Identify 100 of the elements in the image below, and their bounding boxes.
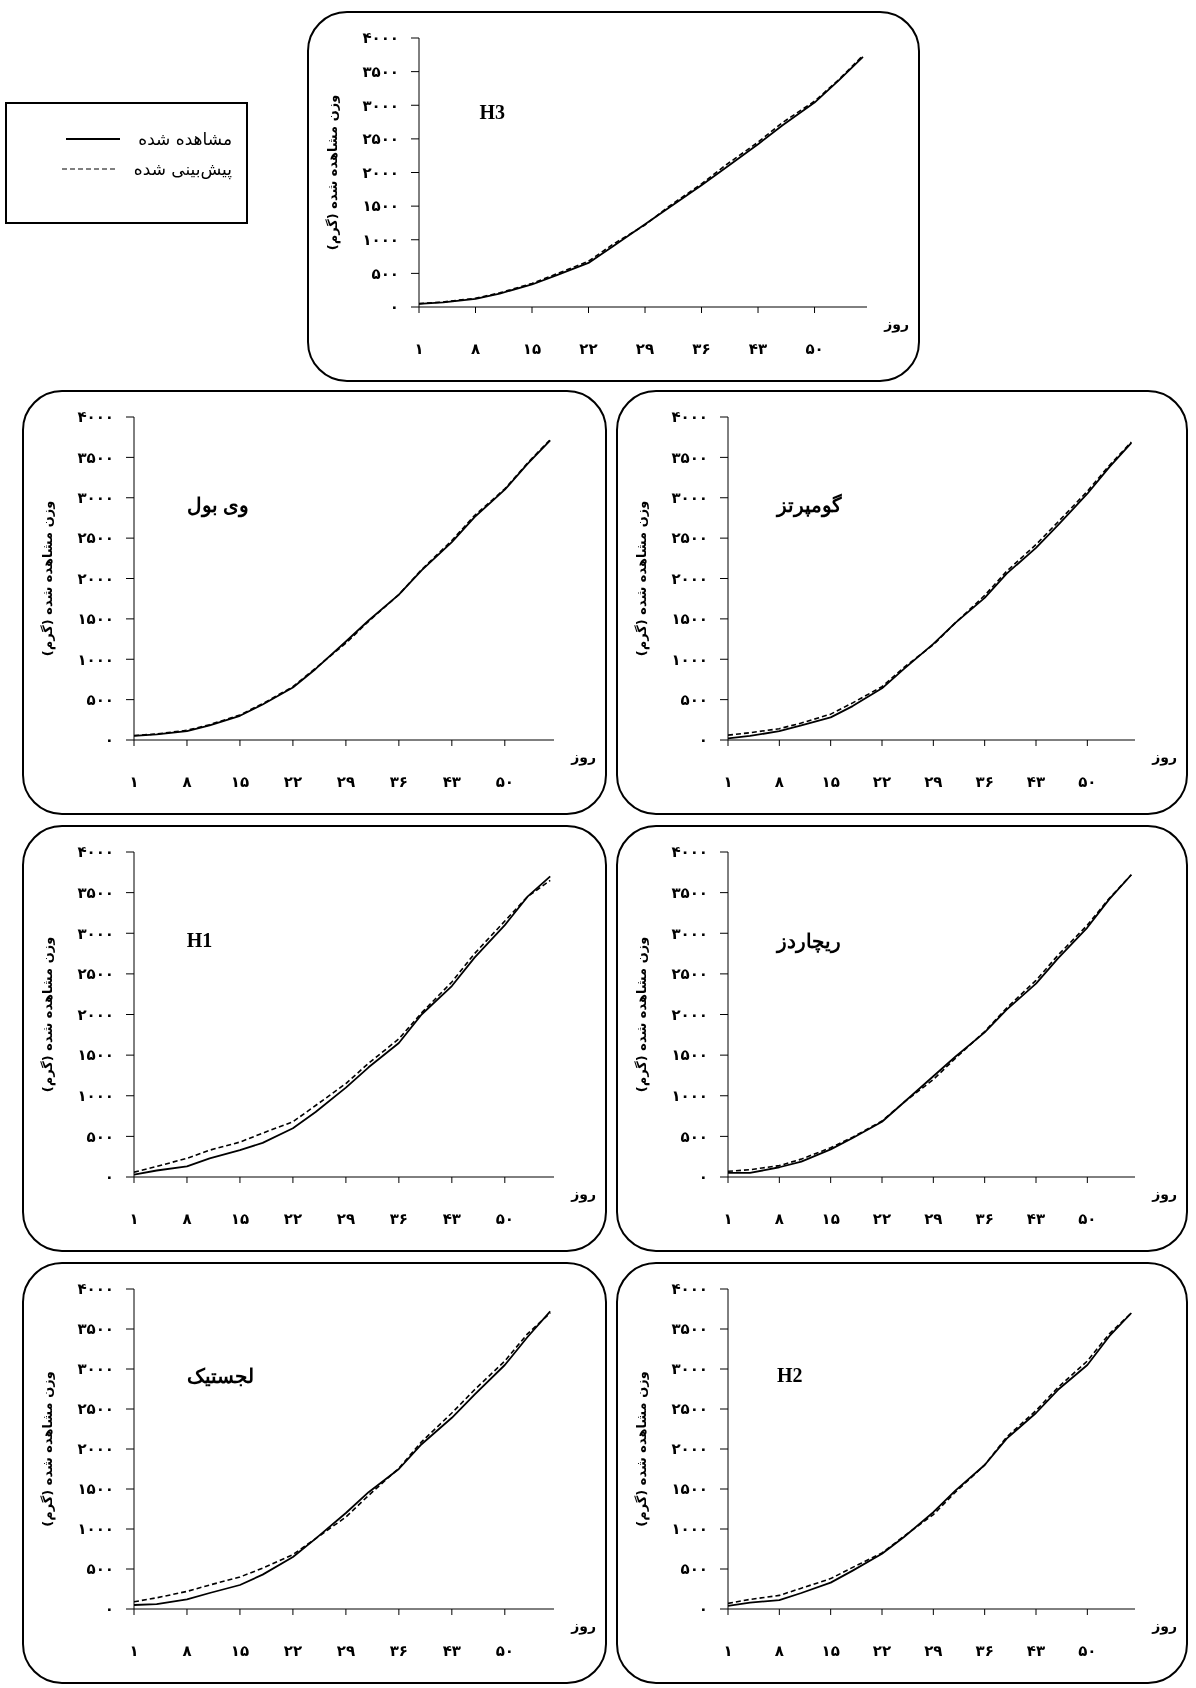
y-tick-label: ۴۰۰۰	[362, 29, 399, 48]
y-tick-label: ۵۰۰	[680, 690, 708, 709]
x-tick-label: ۳۶	[975, 1209, 994, 1228]
y-tick-label: ۱۵۰۰	[671, 1046, 708, 1065]
y-tick-label: ۱۰۰۰	[671, 650, 708, 669]
y-tick-label: ۰	[104, 1168, 114, 1187]
x-tick-label: ۸	[182, 1209, 192, 1228]
y-tick-label: ۲۰۰۰	[362, 163, 399, 182]
y-axis-title: وزن مشاهده شده (گرم)	[633, 936, 650, 1093]
y-tick-label: ۳۰۰۰	[77, 1360, 114, 1379]
x-tick-label: ۱	[129, 772, 139, 791]
y-axis-title: وزن مشاهده شده (گرم)	[39, 500, 56, 657]
annotation: وی بول	[186, 493, 249, 518]
x-tick-label: ۸	[774, 772, 784, 791]
y-tick-label: ۲۰۰۰	[671, 569, 708, 588]
y-tick-label: ۲۵۰۰	[77, 965, 114, 984]
y-tick-label: ۱۵۰۰	[77, 1480, 114, 1499]
x-tick-label: ۲۹	[924, 1641, 943, 1660]
x-tick-label: ۳۶	[975, 772, 994, 791]
x-axis-title: روز	[570, 1185, 596, 1203]
y-tick-label: ۱۰۰۰	[77, 650, 114, 669]
x-tick-label: ۲۹	[336, 1209, 356, 1228]
x-tick-label: ۸	[182, 772, 192, 791]
x-tick-label: ۴۳	[442, 772, 461, 791]
y-tick-label: ۴۰۰۰	[671, 408, 708, 427]
x-tick-label: ۵۰	[1078, 772, 1097, 791]
x-tick-label: ۲۹	[635, 339, 655, 358]
y-tick-label: ۱۰۰۰	[362, 231, 399, 250]
y-tick-label: ۳۵۰۰	[77, 883, 114, 902]
x-tick-label: ۱۵	[522, 339, 542, 358]
y-tick-label: ۲۵۰۰	[77, 529, 114, 548]
y-tick-label: ۰	[698, 1168, 708, 1187]
y-tick-label: ۲۰۰۰	[77, 1005, 114, 1024]
y-tick-label: ۳۰۰۰	[77, 489, 114, 508]
y-tick-label: ۴۰۰۰	[77, 408, 114, 427]
y-tick-label: ۰	[104, 731, 114, 750]
x-tick-label: ۸	[470, 339, 481, 358]
y-tick-label: ۱۰۰۰	[671, 1087, 708, 1106]
x-tick-label: ۲۹	[924, 772, 943, 791]
y-tick-label: ۵۰۰	[86, 690, 114, 709]
x-tick-label: ۵۰	[495, 1641, 514, 1660]
x-tick-label: ۵۰	[1078, 1641, 1097, 1660]
x-tick-label: ۱۵	[230, 772, 250, 791]
x-tick-label: ۱۵	[821, 1209, 840, 1228]
x-tick-label: ۲۹	[336, 772, 356, 791]
annotation: گومپرتز	[777, 493, 843, 518]
y-tick-label: ۲۰۰۰	[77, 569, 114, 588]
y-tick-label: ۳۵۰۰	[671, 1320, 708, 1339]
y-tick-label: ۳۰۰۰	[77, 924, 114, 943]
x-tick-label: ۴۳	[1026, 772, 1046, 791]
x-tick-label: ۱	[723, 772, 733, 791]
y-tick-label: ۵۰۰	[86, 1560, 114, 1579]
x-tick-label: ۱۵	[821, 772, 840, 791]
y-tick-label: ۲۵۰۰	[671, 965, 708, 984]
x-tick-label: ۱	[129, 1209, 139, 1228]
x-tick-label: ۲۲	[283, 1209, 303, 1228]
y-tick-label: ۰	[104, 1600, 114, 1619]
y-tick-label: ۳۵۰۰	[362, 62, 399, 81]
x-tick-label: ۲۲	[283, 772, 303, 791]
y-tick-label: ۱۵۰۰	[77, 610, 114, 629]
x-tick-label: ۱	[723, 1641, 733, 1660]
y-axis-title: وزن مشاهده شده (گرم)	[39, 1371, 56, 1527]
x-tick-label: ۵۰	[805, 339, 824, 358]
annotation: H3	[479, 101, 506, 125]
x-tick-label: ۸	[182, 1641, 192, 1660]
y-axis-title: وزن مشاهده شده (گرم)	[633, 500, 650, 657]
x-tick-label: ۲۲	[579, 339, 598, 358]
x-tick-label: ۱۵	[821, 1641, 840, 1660]
x-tick-label: ۳۶	[692, 339, 711, 358]
y-axis-title: وزن مشاهده شده (گرم)	[39, 936, 56, 1093]
y-tick-label: ۱۵۰۰	[362, 197, 399, 216]
x-tick-label: ۳۶	[975, 1641, 994, 1660]
y-tick-label: ۳۵۰۰	[671, 883, 708, 902]
x-tick-label: ۴۳	[442, 1641, 461, 1660]
x-axis-title: روز	[570, 748, 596, 766]
x-tick-label: ۵۰	[495, 772, 514, 791]
x-tick-label: ۳۶	[389, 772, 409, 791]
x-tick-label: ۱	[723, 1209, 733, 1228]
y-tick-label: ۰	[698, 1600, 708, 1619]
y-tick-label: ۲۰۰۰	[671, 1440, 708, 1459]
y-tick-label: ۲۰۰۰	[77, 1440, 114, 1459]
y-tick-label: ۱۵۰۰	[671, 610, 708, 629]
annotation: H2	[777, 1364, 803, 1388]
y-tick-label: ۲۵۰۰	[671, 1400, 708, 1419]
y-tick-label: ۱۰۰۰	[77, 1520, 114, 1539]
y-tick-label: ۳۵۰۰	[671, 448, 708, 467]
x-tick-label: ۱	[129, 1641, 139, 1660]
x-tick-label: ۲۲	[283, 1641, 303, 1660]
y-tick-label: ۳۰۰۰	[671, 489, 708, 508]
y-tick-label: ۲۰۰۰	[671, 1005, 708, 1024]
y-tick-label: ۱۵۰۰	[671, 1480, 708, 1499]
x-tick-label: ۵۰	[495, 1209, 514, 1228]
x-tick-label: ۳۶	[389, 1641, 409, 1660]
y-tick-label: ۴۰۰۰	[77, 843, 114, 862]
y-tick-label: ۳۰۰۰	[671, 1360, 708, 1379]
x-axis-title: روز	[883, 315, 909, 333]
y-tick-label: ۵۰۰	[371, 264, 399, 283]
y-tick-label: ۳۵۰۰	[77, 448, 114, 467]
x-tick-label: ۵۰	[1078, 1209, 1097, 1228]
y-tick-label: ۴۰۰۰	[77, 1280, 114, 1299]
